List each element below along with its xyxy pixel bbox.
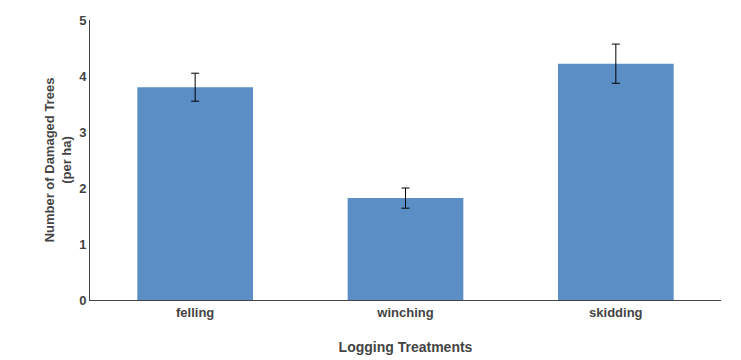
svg-text:felling: felling bbox=[176, 305, 214, 320]
svg-text:4: 4 bbox=[79, 69, 87, 84]
svg-text:skidding: skidding bbox=[589, 305, 643, 320]
svg-text:3: 3 bbox=[79, 125, 86, 140]
svg-text:0: 0 bbox=[79, 293, 86, 308]
svg-text:5: 5 bbox=[79, 13, 86, 28]
svg-text:Logging Treatments: Logging Treatments bbox=[339, 339, 473, 355]
svg-text:winching: winching bbox=[376, 305, 433, 320]
svg-text:1: 1 bbox=[79, 237, 86, 252]
svg-text:2: 2 bbox=[79, 181, 86, 196]
svg-text:Number of Damaged Trees(per ha: Number of Damaged Trees(per ha) bbox=[42, 78, 74, 243]
